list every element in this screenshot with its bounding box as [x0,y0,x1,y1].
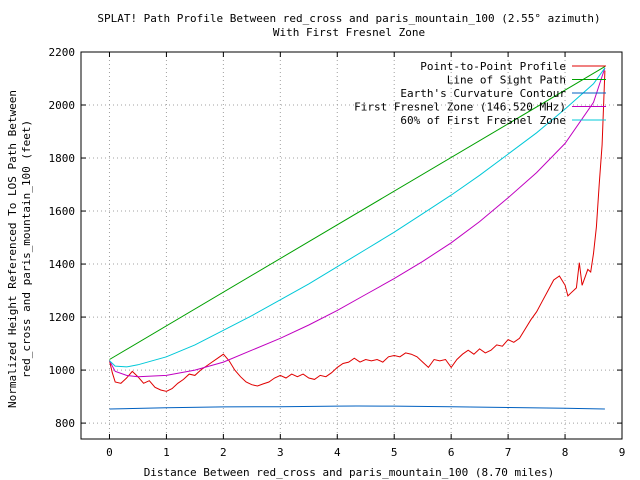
x-tick-label: 9 [619,446,626,459]
x-tick-label: 2 [220,446,227,459]
y-tick-label: 1000 [49,364,76,377]
legend-label: Point-to-Point Profile [420,60,566,73]
series-line-point-to-point-profile [109,70,606,392]
plot-border [80,51,623,440]
series-line-earth-s-curvature-contour [109,405,605,410]
x-tick-label: 8 [562,446,569,459]
x-tick-label: 3 [277,446,284,459]
chart-subtitle: With First Fresnel Zone [273,26,425,39]
x-tick-label: 5 [391,446,398,459]
x-tick-label: 6 [448,446,455,459]
x-tick-label: 7 [505,446,512,459]
series-line-line-of-sight-path [109,66,606,360]
legend-label: Earth's Curvature Contour [400,87,566,100]
y-tick-label: 1200 [49,311,76,324]
series-line-first-fresnel-zone-146-520-mhz [109,67,606,378]
x-tick-label: 1 [163,446,170,459]
x-tick-label: 0 [106,446,113,459]
series-line-60-of-first-fresnel-zone [109,67,606,368]
axes-layer: 0 1 2 3 4 5 6 7 8 9 800 1000 1200 1400 1600 1800 2000 220… [49,46,626,459]
legend-label: First Fresnel Zone (146.520 MHz) [354,101,566,114]
y-axis-label-line2: red_cross and paris_mountain_100 (feet) [20,120,33,378]
x-axis-label: Distance Between red_cross and paris_mou… [144,466,555,479]
x-tick-label: 4 [334,446,341,459]
y-tick-label: 1400 [49,258,76,271]
chart-title: SPLAT! Path Profile Between red_cross an… [97,12,600,25]
legend-label: Line of Sight Path [447,74,566,87]
y-tick-label: 1600 [49,205,76,218]
y-axis-label-line1: Normalized Height Referenced To LOS Path… [6,90,19,408]
y-tick-label: 2200 [49,46,76,59]
y-tick-label: 1800 [49,152,76,165]
y-tick-label: 2000 [49,99,76,112]
legend-label: 60% of First Fresnel Zone [400,114,566,127]
series-layer [109,66,606,410]
y-tick-label: 800 [55,417,75,430]
